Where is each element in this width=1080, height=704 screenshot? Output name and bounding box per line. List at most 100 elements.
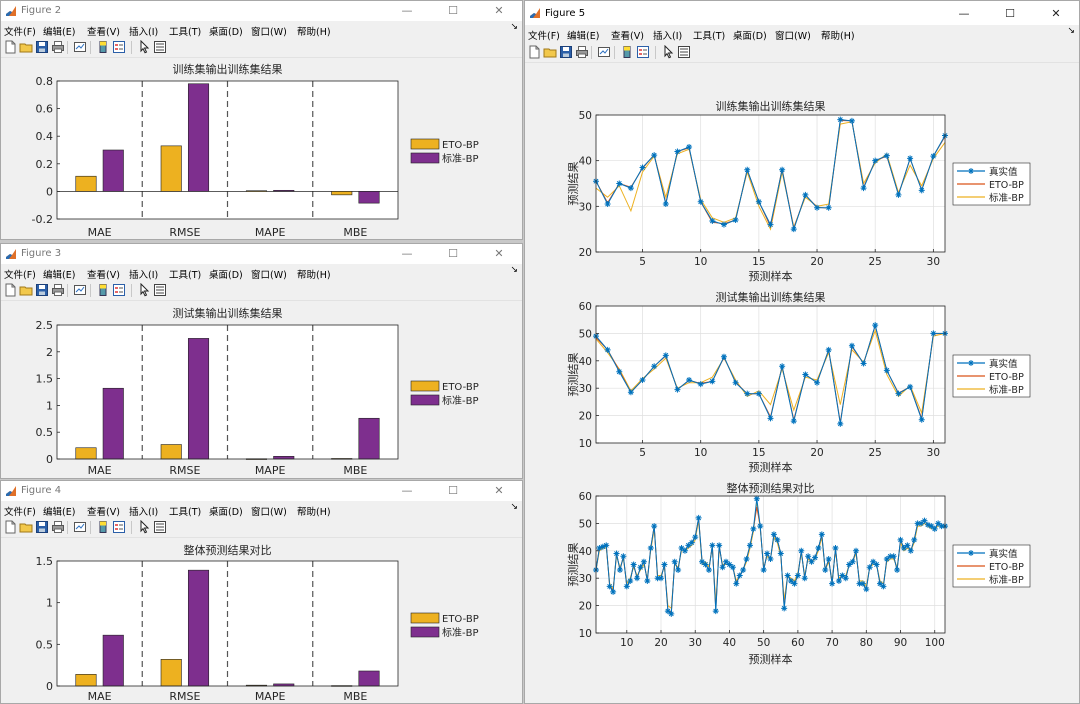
property-inspector-icon[interactable] bbox=[153, 283, 167, 297]
colorbar-icon[interactable] bbox=[96, 520, 110, 534]
menu-item[interactable]: 桌面(D) bbox=[733, 31, 767, 42]
pointer-icon[interactable] bbox=[137, 40, 151, 54]
minimize-button[interactable]: — bbox=[401, 4, 413, 17]
menu-item[interactable]: 帮助(H) bbox=[297, 507, 331, 518]
menu-item[interactable]: 工具(T) bbox=[693, 31, 726, 42]
legend-icon[interactable] bbox=[636, 45, 650, 59]
menu-item[interactable]: 插入(I) bbox=[129, 27, 159, 38]
close-button[interactable]: ✕ bbox=[494, 484, 504, 497]
data-point-marker bbox=[746, 542, 753, 549]
dock-arrow-icon[interactable]: ↘ bbox=[510, 265, 518, 275]
data-point-marker bbox=[716, 542, 723, 549]
legend-icon[interactable] bbox=[112, 520, 126, 534]
new-file-icon[interactable] bbox=[3, 520, 17, 534]
maximize-button[interactable]: ☐ bbox=[1005, 7, 1015, 20]
minimize-button[interactable]: — bbox=[401, 484, 413, 497]
save-icon[interactable] bbox=[35, 520, 49, 534]
link-plot-icon[interactable] bbox=[73, 40, 87, 54]
menu-item[interactable]: 帮助(H) bbox=[297, 27, 331, 38]
menu-item[interactable]: 桌面(D) bbox=[209, 27, 243, 38]
y-tick-label: 30 bbox=[579, 573, 592, 585]
toolbar-separator bbox=[131, 41, 132, 54]
legend-icon[interactable] bbox=[112, 283, 126, 297]
new-file-icon[interactable] bbox=[527, 45, 541, 59]
menu-item[interactable]: 插入(I) bbox=[129, 270, 159, 281]
open-folder-icon[interactable] bbox=[19, 40, 33, 54]
figure-canvas: -0.2 0 0.2 0.4 0.6 0.8 MAE RMSE MAPE MBE 训练集输出训练集结… bbox=[1, 59, 522, 239]
menu-item[interactable]: 帮助(H) bbox=[821, 31, 855, 42]
menu-item[interactable]: 查看(V) bbox=[87, 270, 120, 281]
menu-item[interactable]: 工具(T) bbox=[169, 270, 202, 281]
pointer-icon[interactable] bbox=[661, 45, 675, 59]
minimize-button[interactable]: — bbox=[401, 247, 413, 260]
new-file-icon[interactable] bbox=[3, 40, 17, 54]
print-icon[interactable] bbox=[51, 40, 65, 54]
menu-item[interactable]: 文件(F) bbox=[528, 31, 560, 42]
property-inspector-icon[interactable] bbox=[153, 40, 167, 54]
menu-item[interactable]: 编辑(E) bbox=[567, 31, 600, 42]
menu-item[interactable]: 编辑(E) bbox=[43, 507, 76, 518]
menu-item[interactable]: 文件(F) bbox=[4, 507, 36, 518]
link-plot-icon[interactable] bbox=[73, 283, 87, 297]
data-point-marker bbox=[814, 204, 821, 211]
menu-item[interactable]: 桌面(D) bbox=[209, 270, 243, 281]
colorbar-icon[interactable] bbox=[96, 40, 110, 54]
dock-arrow-icon[interactable]: ↘ bbox=[510, 22, 518, 32]
link-plot-icon[interactable] bbox=[597, 45, 611, 59]
close-button[interactable]: ✕ bbox=[494, 247, 504, 260]
maximize-button[interactable]: ☐ bbox=[448, 247, 458, 260]
menu-item[interactable]: 编辑(E) bbox=[43, 27, 76, 38]
menu-item[interactable]: 桌面(D) bbox=[209, 507, 243, 518]
menu-item[interactable]: 插入(I) bbox=[653, 31, 683, 42]
open-folder-icon[interactable] bbox=[543, 45, 557, 59]
menu-item[interactable]: 文件(F) bbox=[4, 27, 36, 38]
menu-item[interactable]: 窗口(W) bbox=[251, 27, 287, 38]
minimize-button[interactable]: — bbox=[958, 7, 970, 20]
maximize-button[interactable]: ☐ bbox=[448, 4, 458, 17]
menu-item[interactable]: 帮助(H) bbox=[297, 270, 331, 281]
pointer-icon[interactable] bbox=[137, 283, 151, 297]
close-button[interactable]: ✕ bbox=[494, 4, 504, 17]
colorbar-icon[interactable] bbox=[620, 45, 634, 59]
print-icon[interactable] bbox=[575, 45, 589, 59]
title-bar[interactable]: Figure 5 — ☐ ✕ bbox=[525, 1, 1079, 25]
menu-item[interactable]: 查看(V) bbox=[87, 27, 120, 38]
menu-item[interactable]: 编辑(E) bbox=[43, 270, 76, 281]
menu-item[interactable]: 文件(F) bbox=[4, 270, 36, 281]
menu-item[interactable]: 查看(V) bbox=[611, 31, 644, 42]
close-button[interactable]: ✕ bbox=[1051, 7, 1061, 20]
save-icon[interactable] bbox=[35, 40, 49, 54]
title-bar[interactable]: Figure 4 — ☐ ✕ bbox=[1, 481, 522, 501]
link-plot-icon[interactable] bbox=[73, 520, 87, 534]
property-inspector-icon[interactable] bbox=[153, 520, 167, 534]
maximize-button[interactable]: ☐ bbox=[448, 484, 458, 497]
y-tick-label: 0.2 bbox=[36, 158, 54, 171]
menu-item[interactable]: 窗口(W) bbox=[251, 270, 287, 281]
x-tick-label: RMSE bbox=[169, 690, 200, 703]
menu-item[interactable]: 窗口(W) bbox=[251, 507, 287, 518]
legend-icon[interactable] bbox=[112, 40, 126, 54]
menu-item[interactable]: 查看(V) bbox=[87, 507, 120, 518]
dock-arrow-icon[interactable]: ↘ bbox=[510, 502, 518, 512]
pointer-icon[interactable] bbox=[137, 520, 151, 534]
new-file-icon[interactable] bbox=[3, 283, 17, 297]
menu-item[interactable]: 窗口(W) bbox=[775, 31, 811, 42]
menu-item[interactable]: 工具(T) bbox=[169, 27, 202, 38]
property-inspector-icon[interactable] bbox=[677, 45, 691, 59]
dock-arrow-icon[interactable]: ↘ bbox=[1067, 26, 1075, 36]
title-bar[interactable]: Figure 3 — ☐ ✕ bbox=[1, 244, 522, 264]
open-folder-icon[interactable] bbox=[19, 283, 33, 297]
data-point-marker bbox=[837, 420, 844, 427]
print-icon[interactable] bbox=[51, 520, 65, 534]
title-bar[interactable]: Figure 2 — ☐ ✕ bbox=[1, 1, 522, 21]
x-tick-label: MAE bbox=[88, 690, 112, 703]
menu-item[interactable]: 工具(T) bbox=[169, 507, 202, 518]
open-folder-icon[interactable] bbox=[19, 520, 33, 534]
print-icon[interactable] bbox=[51, 283, 65, 297]
colorbar-icon[interactable] bbox=[96, 283, 110, 297]
bar bbox=[75, 674, 97, 687]
menu-item[interactable]: 插入(I) bbox=[129, 507, 159, 518]
save-icon[interactable] bbox=[559, 45, 573, 59]
data-point-marker bbox=[757, 523, 764, 530]
save-icon[interactable] bbox=[35, 283, 49, 297]
